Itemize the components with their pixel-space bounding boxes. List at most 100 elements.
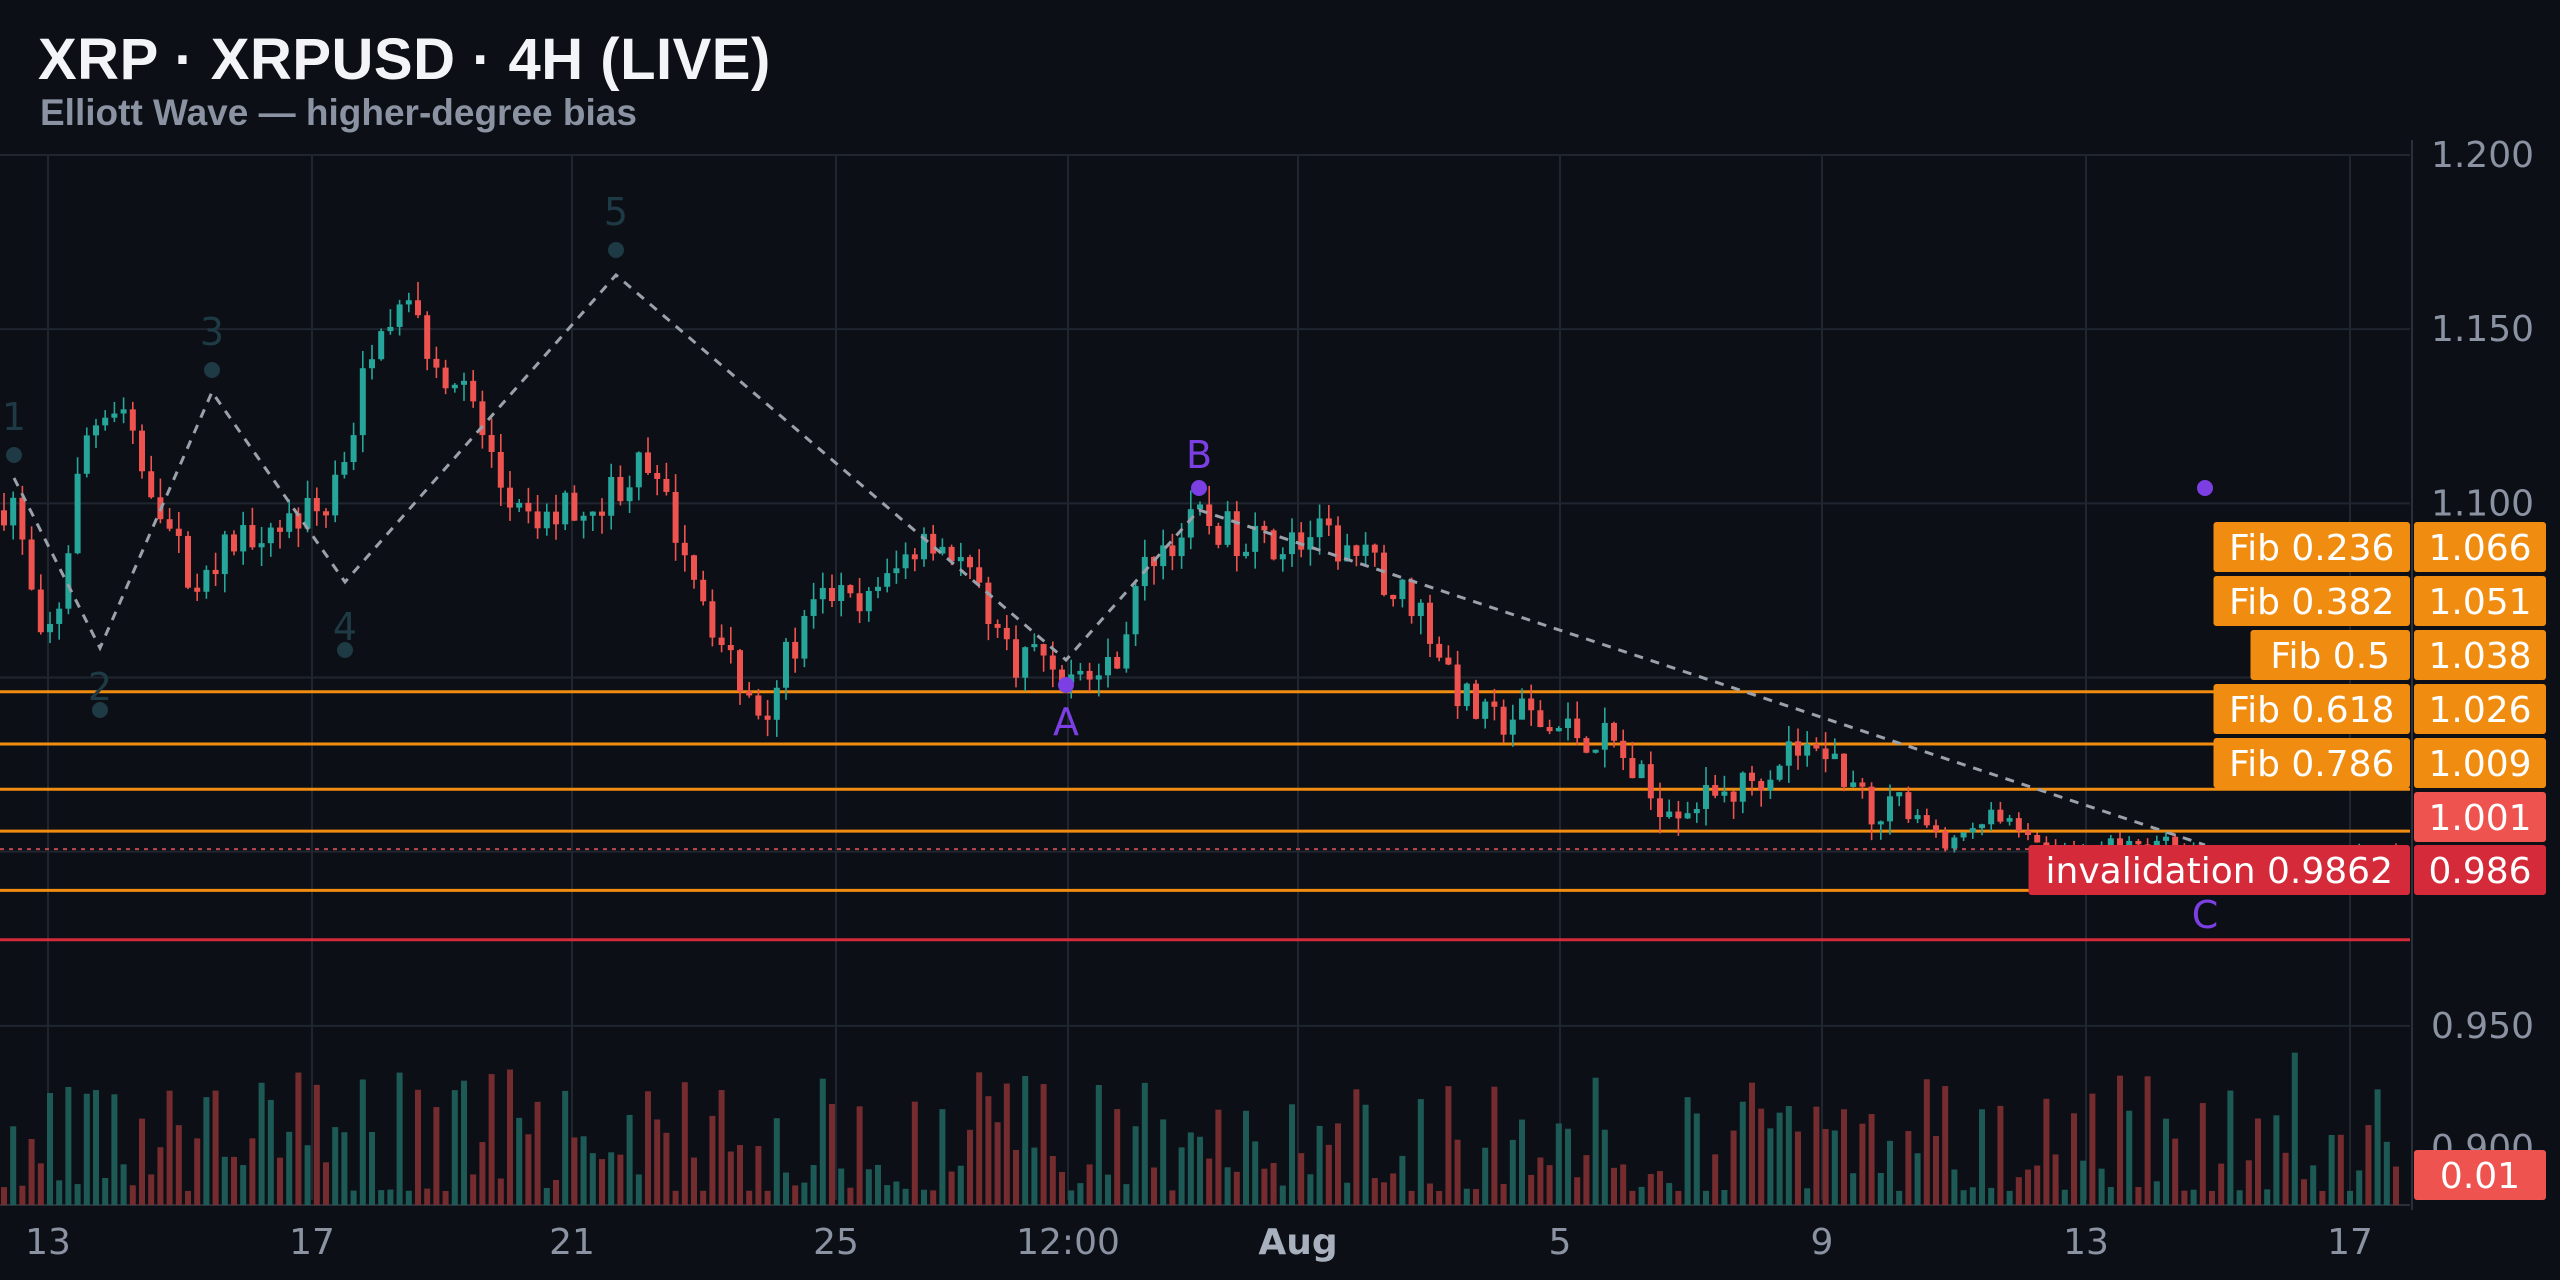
candle-body-140 bbox=[1289, 532, 1295, 555]
volume-bar-204 bbox=[1877, 1173, 1884, 1205]
candle-body-58 bbox=[534, 511, 541, 529]
page-subtitle: Elliott Wave — higher-degree bias bbox=[40, 92, 637, 133]
candle-body-211 bbox=[1942, 831, 1949, 849]
volume-bar-99 bbox=[911, 1101, 918, 1205]
volume-bar-16 bbox=[148, 1174, 155, 1205]
candle-body-122 bbox=[1123, 634, 1130, 669]
volume-bar-202 bbox=[1859, 1123, 1866, 1205]
volume-bar-224 bbox=[2061, 1189, 2068, 1205]
wave-label-4: 4 bbox=[333, 605, 357, 649]
volume-bar-131 bbox=[1206, 1158, 1213, 1205]
volume-bar-28 bbox=[258, 1082, 265, 1205]
invalidation-tag-label: invalidation 0.9862 bbox=[2046, 851, 2393, 892]
candle-body-41 bbox=[378, 331, 385, 360]
candle-body-174 bbox=[1601, 722, 1608, 750]
candle-body-52 bbox=[479, 401, 486, 436]
volume-bar-34 bbox=[313, 1084, 320, 1205]
candle-body-80 bbox=[737, 650, 743, 692]
candle-body-42 bbox=[387, 326, 394, 332]
candle-body-97 bbox=[893, 568, 900, 574]
candle-body-33 bbox=[304, 497, 311, 529]
volume-bar-108 bbox=[994, 1122, 1001, 1205]
volume-bar-59 bbox=[543, 1187, 550, 1205]
volume-bar-66 bbox=[608, 1152, 615, 1205]
volume-bar-186 bbox=[1712, 1154, 1719, 1205]
last-price-box bbox=[2414, 792, 2546, 842]
volume-value-box bbox=[2414, 1150, 2546, 1200]
x-tick-3: 25 bbox=[813, 1222, 859, 1263]
candle-body-5 bbox=[47, 623, 53, 633]
candle-body-193 bbox=[1776, 765, 1783, 780]
candle-body-146 bbox=[1344, 545, 1351, 562]
volume-bar-211 bbox=[1942, 1086, 1949, 1205]
volume-bar-10 bbox=[93, 1090, 99, 1205]
volume-bar-109 bbox=[1003, 1083, 1010, 1205]
candle-body-94 bbox=[865, 590, 872, 612]
candle-body-230 bbox=[2117, 838, 2123, 846]
volume-bar-32 bbox=[295, 1072, 302, 1205]
candle-body-103 bbox=[948, 546, 955, 562]
candle-body-10 bbox=[93, 425, 99, 436]
candle-body-141 bbox=[1298, 532, 1305, 550]
candle-body-82 bbox=[755, 695, 762, 716]
candles bbox=[1, 281, 2399, 877]
volume-bar-259 bbox=[2383, 1141, 2390, 1205]
volume-bar-30 bbox=[277, 1157, 283, 1205]
volume-bar-238 bbox=[2190, 1189, 2197, 1205]
x-tick-2: 21 bbox=[549, 1222, 595, 1263]
volume-bar-93 bbox=[856, 1106, 863, 1205]
candle-body-190 bbox=[1749, 772, 1755, 782]
candle-body-98 bbox=[902, 554, 909, 569]
volume-bar-133 bbox=[1224, 1167, 1231, 1205]
volume-bar-181 bbox=[1666, 1183, 1673, 1205]
volume-bar-117 bbox=[1077, 1183, 1084, 1205]
volume-bar-189 bbox=[1739, 1101, 1746, 1205]
volume-bar-146 bbox=[1344, 1182, 1351, 1205]
volume-bar-50 bbox=[461, 1080, 467, 1205]
volume-bar-216 bbox=[1988, 1187, 1995, 1205]
volume-bar-106 bbox=[976, 1072, 983, 1205]
candle-body-2 bbox=[19, 497, 26, 540]
candle-body-64 bbox=[589, 511, 596, 516]
candle-body-20 bbox=[185, 535, 191, 588]
candle-body-21 bbox=[194, 587, 201, 592]
fib-tag-0-value: 1.066 bbox=[2428, 528, 2531, 569]
candle-body-131 bbox=[1206, 504, 1213, 526]
volume-bar-260 bbox=[2393, 1166, 2399, 1205]
candle-body-189 bbox=[1739, 772, 1746, 802]
candle-body-205 bbox=[1887, 796, 1893, 822]
candle-body-206 bbox=[1896, 792, 1903, 797]
volume-bar-48 bbox=[442, 1190, 449, 1205]
volume-bar-111 bbox=[1022, 1075, 1029, 1205]
volume-bar-19 bbox=[175, 1125, 182, 1205]
candle-body-236 bbox=[2172, 836, 2179, 850]
volume-bar-228 bbox=[2098, 1168, 2105, 1205]
volume-bar-103 bbox=[948, 1171, 955, 1205]
candle-body-25 bbox=[231, 534, 237, 552]
candle-body-229 bbox=[2107, 838, 2114, 846]
candle-body-32 bbox=[295, 513, 302, 529]
volume-bar-213 bbox=[1960, 1190, 1967, 1205]
volume-bar-218 bbox=[2006, 1190, 2013, 1205]
volume-bar-144 bbox=[1325, 1144, 1332, 1205]
volume-bar-179 bbox=[1647, 1174, 1654, 1205]
volume-bar-2 bbox=[19, 1185, 26, 1205]
volume-bar-54 bbox=[497, 1178, 504, 1205]
candle-body-36 bbox=[332, 474, 339, 516]
candle-body-69 bbox=[635, 452, 642, 488]
candle-body-213 bbox=[1960, 832, 1967, 838]
candle-body-187 bbox=[1721, 791, 1728, 796]
volume-bar-73 bbox=[672, 1190, 679, 1205]
volume-bar-130 bbox=[1197, 1136, 1203, 1205]
candle-body-217 bbox=[1997, 809, 2004, 822]
candle-body-79 bbox=[727, 645, 734, 651]
candle-body-114 bbox=[1049, 655, 1056, 670]
volume-bar-80 bbox=[737, 1145, 743, 1205]
candle-body-93 bbox=[856, 593, 863, 612]
candle-body-235 bbox=[2163, 836, 2169, 841]
candle-body-185 bbox=[1703, 785, 1709, 809]
volume-bar-42 bbox=[387, 1189, 394, 1205]
candle-body-159 bbox=[1463, 683, 1470, 707]
